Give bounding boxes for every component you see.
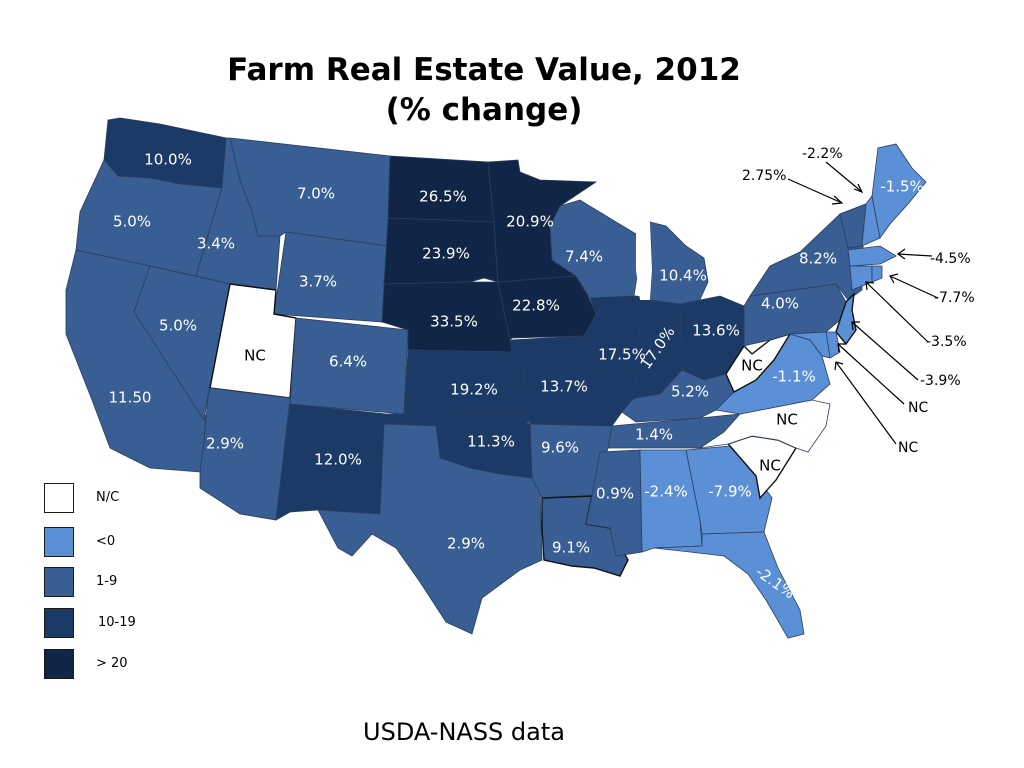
- callout-labels: 2.75% -2.2% -4.5% -7.7% -3.5% -3.9% NC N…: [742, 146, 975, 456]
- arrowhead-ri: [889, 273, 899, 284]
- label-mo: 13.7%: [540, 378, 588, 396]
- callout-ri: -7.7%: [934, 290, 975, 306]
- label-wi: 7.4%: [565, 248, 603, 266]
- callout-vt: 2.75%: [742, 168, 786, 184]
- label-nm: 12.0%: [314, 451, 362, 469]
- label-ar: 9.6%: [541, 439, 579, 457]
- arrow-ri: [889, 275, 939, 299]
- legend-swatch-1-9: [44, 567, 74, 597]
- legend-swatch-over-20: [44, 649, 74, 679]
- callout-ma: -4.5%: [930, 251, 971, 267]
- arrowhead-nj: [851, 321, 860, 331]
- label-ky: 5.2%: [671, 383, 709, 401]
- label-al: -2.4%: [644, 483, 688, 501]
- legend-item-negative: <0: [44, 527, 184, 561]
- chart-title: Farm Real Estate Value, 2012 (% change): [0, 50, 968, 130]
- label-ia: 22.8%: [512, 297, 560, 315]
- arrow-nj: [851, 321, 919, 381]
- lake-michigan: [636, 222, 652, 300]
- legend-label-1-9: 1-9: [96, 574, 118, 589]
- legend-swatch-10-19: [44, 608, 74, 638]
- label-id: 3.4%: [197, 235, 235, 253]
- label-ny: 8.2%: [799, 250, 837, 268]
- arrow-vt: [787, 178, 843, 204]
- label-mt: 7.0%: [297, 185, 335, 203]
- label-sc: NC: [759, 457, 781, 475]
- arrowhead-ma: [896, 248, 906, 260]
- state-nc: [699, 399, 831, 453]
- arrow-nh: [825, 161, 863, 193]
- label-or: 5.0%: [113, 213, 151, 231]
- callout-ct: -3.5%: [926, 334, 967, 350]
- arrow-de: [837, 343, 905, 405]
- label-az: 2.9%: [206, 435, 244, 453]
- callout-md: NC: [898, 440, 918, 456]
- arrowhead-nh: [853, 183, 864, 194]
- label-tx: 2.9%: [447, 535, 485, 553]
- label-nc: NC: [776, 411, 798, 429]
- label-ga: -7.9%: [708, 483, 752, 501]
- label-co: 6.4%: [329, 353, 367, 371]
- state-me: [871, 143, 927, 239]
- state-md: [789, 331, 831, 359]
- state-fl: [653, 531, 805, 639]
- label-ca: 11.50: [109, 389, 152, 407]
- arrow-ma: [897, 253, 933, 257]
- state-mi: [649, 221, 709, 305]
- legend-swatch-nc: [44, 483, 74, 513]
- arrowhead-vt: [831, 195, 844, 205]
- label-nv: 5.0%: [159, 317, 197, 335]
- legend-label-10-19: 10-19: [98, 615, 136, 630]
- title-line-1: Farm Real Estate Value, 2012: [227, 52, 741, 88]
- arrowhead-de: [837, 343, 846, 353]
- callout-de: NC: [908, 400, 928, 416]
- legend-item-10-19: 10-19: [44, 608, 184, 642]
- label-mi: 10.4%: [659, 267, 707, 285]
- label-sd: 23.9%: [422, 245, 470, 263]
- label-nd: 26.5%: [419, 188, 467, 206]
- arrowhead-ct: [865, 281, 875, 291]
- legend-item-nc: N/C: [44, 483, 184, 517]
- legend-label-nc: N/C: [96, 490, 120, 505]
- label-ut: NC: [244, 347, 266, 365]
- label-ok: 11.3%: [467, 433, 515, 451]
- label-ks: 19.2%: [450, 381, 498, 399]
- label-il: 17.5%: [598, 346, 646, 364]
- label-tn: 1.4%: [635, 426, 673, 444]
- legend-label-negative: <0: [96, 534, 116, 549]
- callout-nh: -2.2%: [802, 146, 843, 162]
- label-me: -1.5%: [880, 178, 924, 196]
- callout-nj: -3.9%: [920, 373, 961, 389]
- source-note: USDA-NASS data: [363, 718, 565, 746]
- callout-arrows: [787, 161, 939, 445]
- arrow-md: [835, 361, 897, 445]
- label-oh: 13.6%: [692, 322, 740, 340]
- arrow-ct: [865, 281, 929, 343]
- legend-swatch-negative: [44, 527, 74, 557]
- legend-item-1-9: 1-9: [44, 567, 184, 601]
- legend-item-over-20: > 20: [44, 649, 184, 683]
- label-wv: NC: [741, 357, 763, 375]
- state-labels: 10.0% 5.0% 11.50 5.0% 3.4% 7.0% 3.7% NC …: [109, 151, 924, 603]
- state-nj: [835, 292, 857, 346]
- label-ms: 0.9%: [596, 485, 634, 503]
- label-pa: 4.0%: [761, 295, 799, 313]
- state-ct: [849, 265, 873, 291]
- state-ri: [871, 265, 883, 283]
- label-va: -1.1%: [772, 368, 816, 386]
- state-tx: [317, 423, 543, 635]
- label-wy: 3.7%: [299, 273, 337, 291]
- label-la: 9.1%: [552, 539, 590, 557]
- label-mn: 20.9%: [506, 213, 554, 231]
- arrowhead-md: [834, 361, 844, 371]
- title-line-2: (% change): [385, 92, 583, 128]
- label-wa: 10.0%: [144, 151, 192, 169]
- legend-label-over-20: > 20: [96, 656, 128, 671]
- label-ne: 33.5%: [430, 313, 478, 331]
- state-ma: [847, 245, 897, 267]
- state-az: [199, 387, 291, 521]
